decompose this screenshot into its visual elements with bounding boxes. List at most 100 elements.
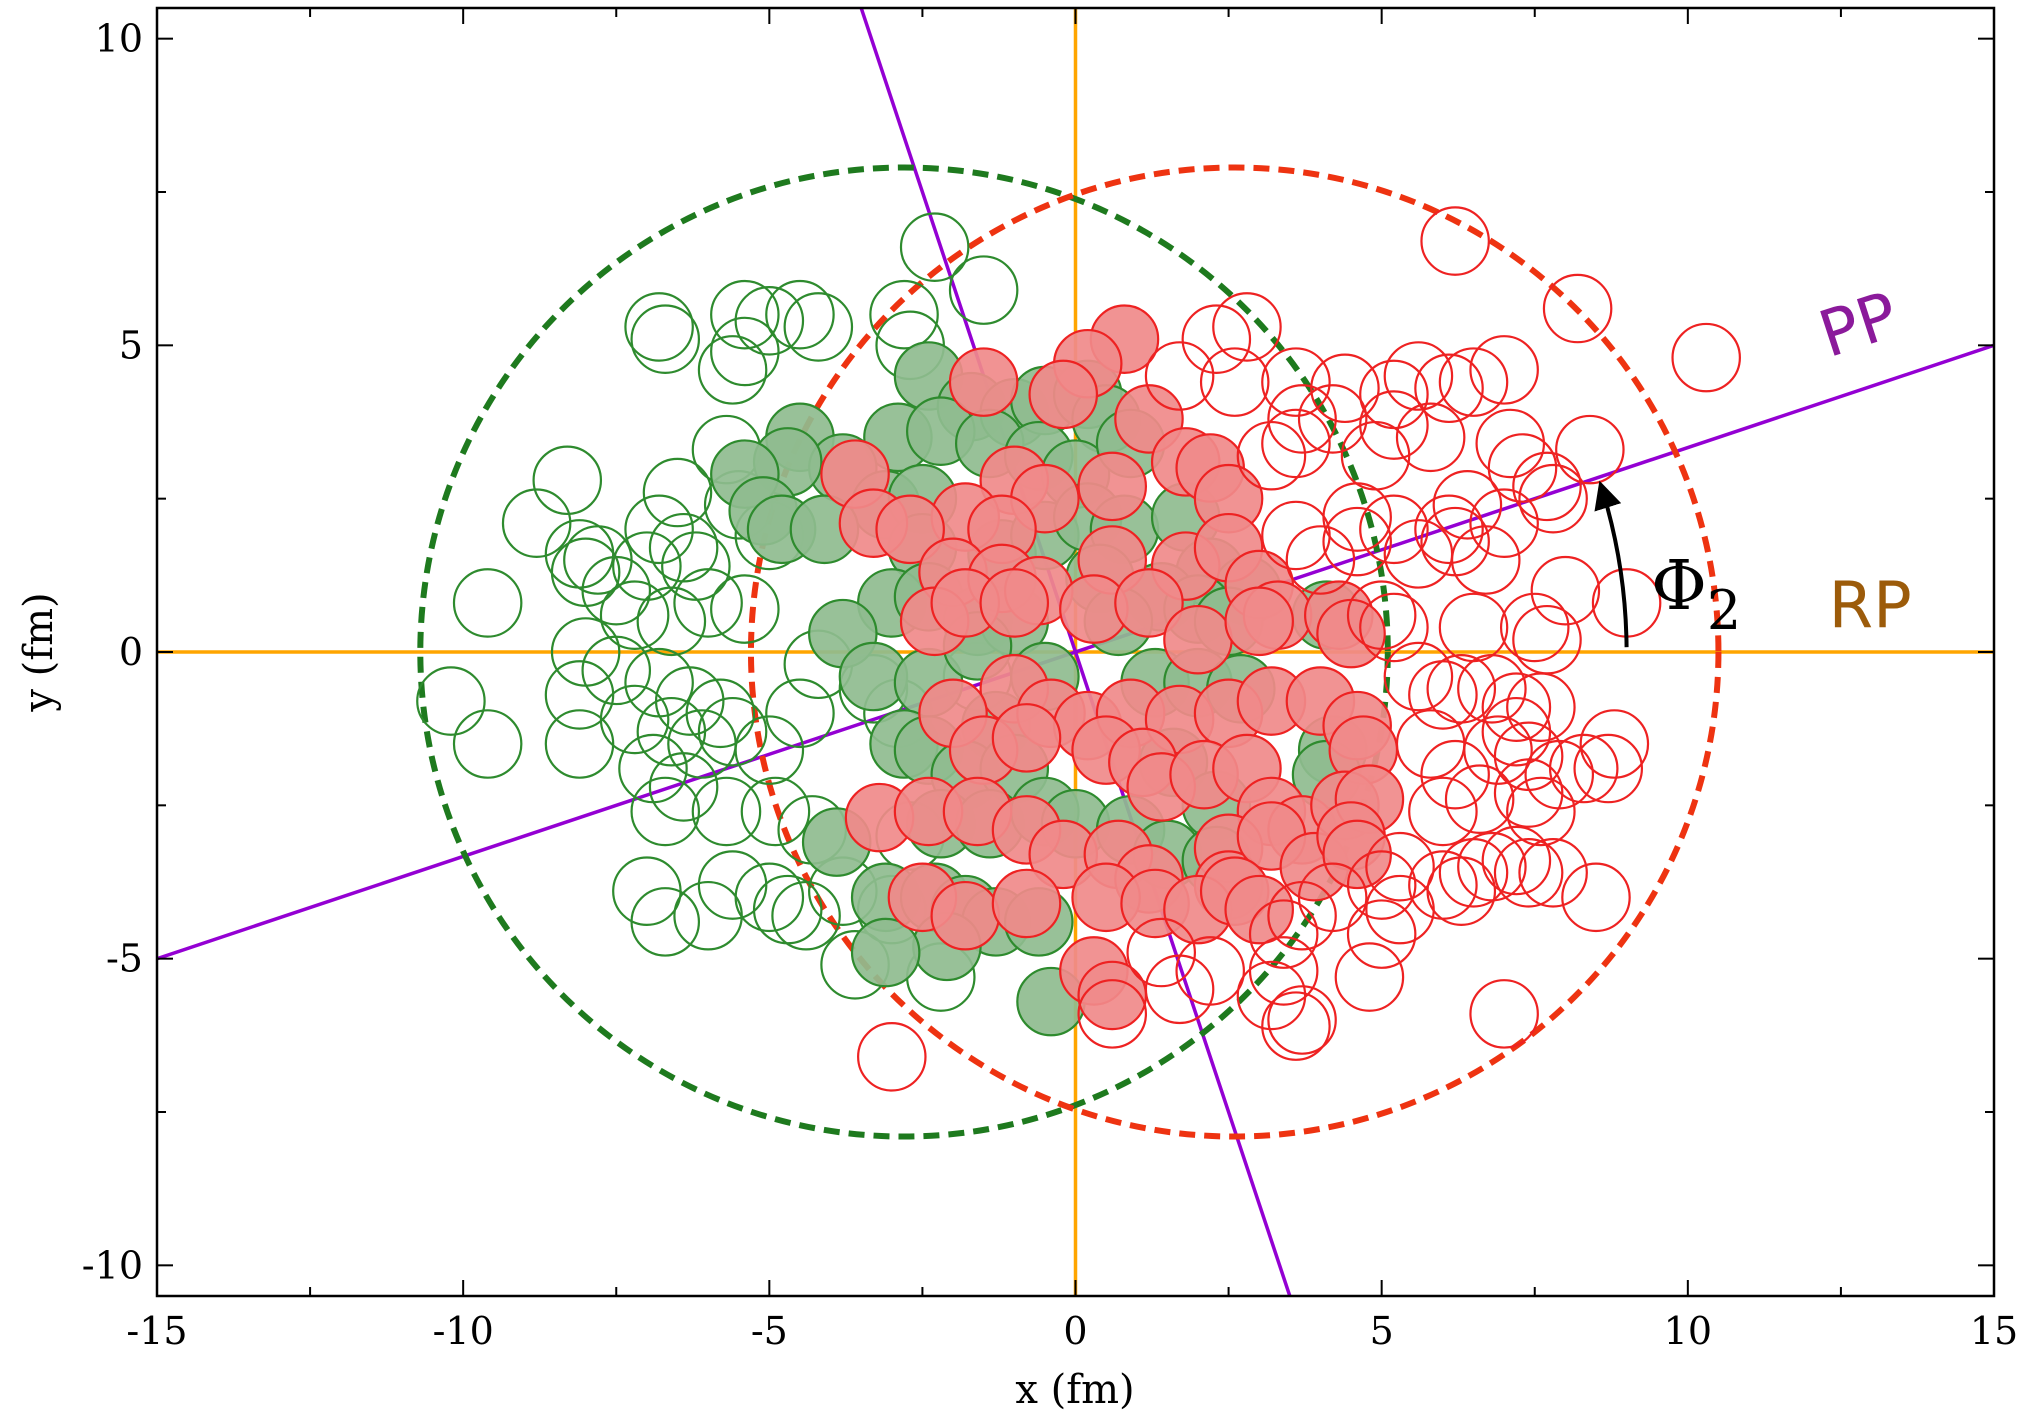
data-point [1481, 696, 1552, 767]
data-point [1383, 641, 1454, 712]
data-point [630, 776, 701, 847]
data-point [899, 212, 970, 282]
data-point [612, 856, 682, 926]
data-point [1236, 420, 1307, 491]
data-point [581, 635, 652, 706]
data-point [691, 776, 762, 847]
data-point [416, 666, 486, 736]
data-point [1261, 991, 1331, 1061]
series-red-open [857, 206, 1741, 1092]
data-point [1481, 672, 1552, 742]
nucleus-outline-red [747, 164, 1722, 1140]
data-point [1487, 433, 1558, 503]
data-point [857, 1022, 927, 1092]
reference-line-pp-perp [859, 8, 1292, 1296]
data-point [1524, 739, 1595, 810]
data-point [1346, 899, 1417, 969]
data-point [1340, 420, 1411, 491]
data-point [1481, 825, 1552, 896]
y-axis-title: y (fm) [16, 592, 62, 712]
data-point [1414, 353, 1484, 424]
data-point [740, 776, 811, 847]
data-point [673, 568, 743, 638]
data-point [752, 874, 823, 945]
data-point [599, 580, 670, 650]
data-point [1212, 292, 1282, 362]
data-point [1426, 856, 1497, 926]
x-tick-label: 5 [1370, 1309, 1394, 1353]
data-point [636, 696, 707, 767]
y-tick-label: 0 [119, 630, 143, 674]
data-point [991, 703, 1062, 773]
data-point [544, 709, 615, 779]
data-point [710, 316, 780, 387]
data-point [930, 880, 1001, 951]
nuclei-outlines [417, 164, 1722, 1140]
data-point [1077, 960, 1148, 1031]
data-point [1285, 525, 1356, 595]
data-point [1383, 519, 1454, 589]
data-point [875, 494, 945, 565]
data-point [697, 696, 768, 767]
data-point [734, 286, 805, 356]
data-point [734, 715, 805, 785]
data-point [1267, 384, 1337, 454]
data-point [1181, 304, 1252, 374]
data-point [1518, 838, 1588, 908]
data-point [1414, 494, 1484, 565]
data-point [630, 887, 701, 957]
data-point [1267, 880, 1337, 951]
annotation-rp: RP [1829, 569, 1912, 643]
x-axis-title: x (fm) [1015, 1367, 1134, 1413]
data-point [648, 512, 719, 583]
y-tick-label: 10 [95, 17, 143, 61]
axis-ticks: -15 -10 -5 0 5 10 15 -10 -5 0 5 10 [82, 8, 2018, 1353]
data-point [734, 862, 805, 933]
data-point [1310, 353, 1380, 424]
data-point [624, 647, 694, 718]
data-point [544, 519, 615, 589]
data-point [648, 752, 719, 822]
data-point [599, 684, 670, 755]
data-point [1114, 568, 1184, 638]
series-red-filled [820, 304, 1405, 1031]
annotation-phi2: Φ2 [1651, 547, 1741, 642]
data-point [1261, 347, 1331, 417]
data-point [1261, 500, 1331, 571]
plot-clip-group: PP RP Φ2 [157, 8, 1994, 1296]
data-point [1493, 838, 1564, 908]
x-tick-label: 10 [1664, 1309, 1712, 1353]
data-point [1248, 936, 1319, 1006]
data-point [661, 531, 731, 601]
data-point [1457, 654, 1527, 724]
data-point [783, 292, 854, 362]
data-point [673, 880, 743, 951]
data-point [1297, 384, 1368, 454]
data-point [1457, 831, 1527, 902]
data-point [1432, 470, 1503, 540]
data-point [1579, 709, 1650, 779]
data-point [1542, 273, 1613, 344]
data-point [1438, 347, 1509, 417]
data-point [1126, 917, 1197, 988]
data-point [1346, 580, 1417, 650]
data-point [1555, 414, 1625, 485]
data-point [1671, 322, 1741, 393]
x-tick-label: -5 [751, 1309, 788, 1353]
data-point [710, 574, 780, 644]
data-point [1395, 402, 1466, 473]
data-point [697, 850, 768, 920]
data-point [1316, 598, 1386, 669]
data-point [1469, 335, 1539, 405]
data-point [1408, 660, 1478, 730]
data-point [1499, 592, 1570, 663]
data-point [771, 880, 841, 951]
data-point [1359, 494, 1429, 565]
data-point [1512, 604, 1582, 675]
data-point [1359, 359, 1429, 430]
data-point [1163, 604, 1233, 675]
data-point [636, 586, 707, 657]
data-point [1199, 347, 1270, 417]
data-point [1548, 733, 1619, 804]
data-point [765, 678, 835, 749]
